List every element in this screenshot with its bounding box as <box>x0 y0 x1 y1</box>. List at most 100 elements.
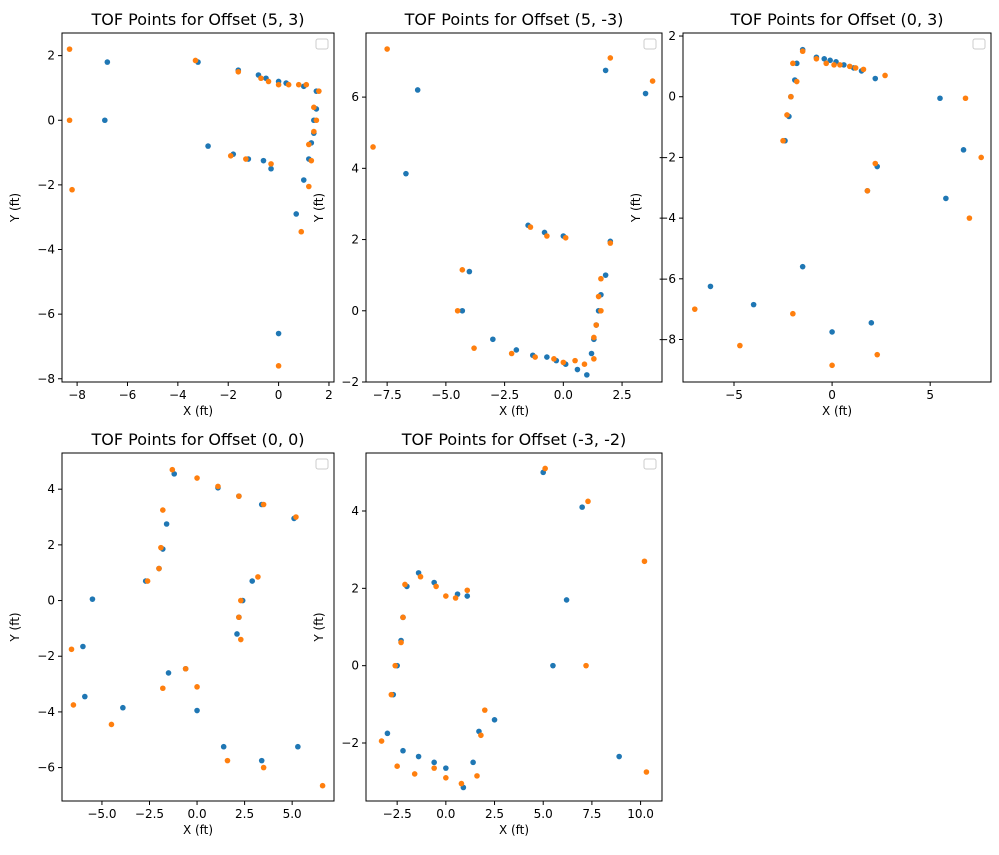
y-tick-label: 2 <box>668 29 676 43</box>
data-point <box>431 759 437 766</box>
legend-box <box>643 38 657 50</box>
data-point <box>182 665 189 672</box>
data-point <box>158 544 164 551</box>
data-point <box>837 62 843 68</box>
data-point <box>268 165 274 172</box>
data-point <box>295 81 302 88</box>
data-point <box>443 775 449 781</box>
data-point <box>298 228 305 235</box>
y-tick-label: −2 <box>341 375 359 389</box>
data-point <box>163 521 170 527</box>
y-tick-label: −2 <box>658 150 676 164</box>
y-tick-label: 0 <box>668 90 676 104</box>
data-point <box>313 117 320 124</box>
data-point <box>236 493 242 499</box>
data-point <box>156 565 162 572</box>
data-point <box>89 596 96 602</box>
x-tick-label: −5.0 <box>431 388 460 402</box>
x-tick-label: 2.5 <box>485 807 504 821</box>
subplot-title: TOF Points for Offset (0, 0) <box>90 430 304 449</box>
series-1 <box>384 469 622 791</box>
data-point <box>780 137 786 144</box>
subplot-2: TOF Points for Offset (5, -3) −7.5 −5.0 −2.… <box>312 10 663 418</box>
data-point <box>403 170 409 177</box>
data-point <box>491 717 498 723</box>
data-point <box>205 143 211 149</box>
x-tick-label: 5 <box>926 388 934 402</box>
data-point <box>249 578 256 584</box>
data-point <box>82 693 88 700</box>
y-tick-label: 6 <box>351 90 359 104</box>
data-point <box>443 593 449 599</box>
data-point <box>260 501 267 508</box>
data-point <box>120 704 126 711</box>
y-axis-label: Y (ft) <box>312 612 326 642</box>
x-axis-label: X (ft) <box>183 823 213 837</box>
data-point <box>243 156 249 162</box>
data-point <box>402 581 408 588</box>
x-tick-label: −2.5 <box>490 388 519 402</box>
data-point <box>595 293 602 300</box>
x-tick-label: 10.0 <box>627 807 654 821</box>
data-point <box>66 46 73 52</box>
y-tick-label: −8 <box>658 333 676 347</box>
data-point <box>80 643 86 650</box>
y-axis-label: Y (ft) <box>312 193 326 223</box>
legend-box <box>315 458 329 470</box>
data-point <box>584 372 590 378</box>
x-tick-label: −2 <box>219 388 237 402</box>
data-point <box>966 215 973 221</box>
data-point <box>591 334 597 341</box>
series-1 <box>80 471 301 764</box>
series-1 <box>102 59 320 337</box>
x-tick-label: 0 <box>828 388 836 402</box>
data-point <box>649 78 656 84</box>
data-point <box>790 310 796 317</box>
data-point <box>978 154 984 161</box>
data-point <box>943 195 949 202</box>
y-axis-label: Y (ft) <box>8 612 22 642</box>
data-point <box>392 662 399 669</box>
data-point <box>192 57 199 64</box>
x-tick-label: 2 <box>325 388 333 402</box>
y-tick-label: 0 <box>351 304 359 318</box>
data-point <box>260 764 267 771</box>
data-point <box>293 514 299 520</box>
data-point <box>793 78 800 85</box>
data-point <box>481 707 488 713</box>
data-point <box>544 354 550 360</box>
data-point <box>452 595 459 601</box>
data-point <box>827 57 833 64</box>
data-point <box>144 578 151 584</box>
data-point <box>227 152 234 159</box>
data-point <box>821 55 828 62</box>
data-point <box>308 157 315 164</box>
data-point <box>860 66 867 73</box>
data-point <box>194 684 200 690</box>
y-tick-label: −6 <box>37 761 55 775</box>
data-point <box>882 72 888 79</box>
data-point <box>235 68 242 75</box>
data-point <box>394 763 400 769</box>
data-point <box>829 362 835 369</box>
data-point <box>471 345 477 351</box>
data-point <box>864 188 871 194</box>
data-point <box>790 60 796 67</box>
data-point <box>574 366 581 373</box>
data-point <box>562 234 569 241</box>
x-tick-label: −7.5 <box>373 388 402 402</box>
series-2 <box>370 46 656 367</box>
data-point <box>70 702 77 708</box>
y-tick-label: 4 <box>47 482 55 496</box>
data-point <box>215 483 221 490</box>
data-point <box>414 87 421 93</box>
y-tick-label: −2 <box>37 178 55 192</box>
axes-frame <box>365 32 663 383</box>
data-point <box>585 498 591 505</box>
y-tick-label: 2 <box>47 49 55 63</box>
data-point <box>398 639 404 646</box>
data-point <box>583 662 589 669</box>
data-point <box>68 646 75 653</box>
x-tick-label: −8 <box>68 388 86 402</box>
